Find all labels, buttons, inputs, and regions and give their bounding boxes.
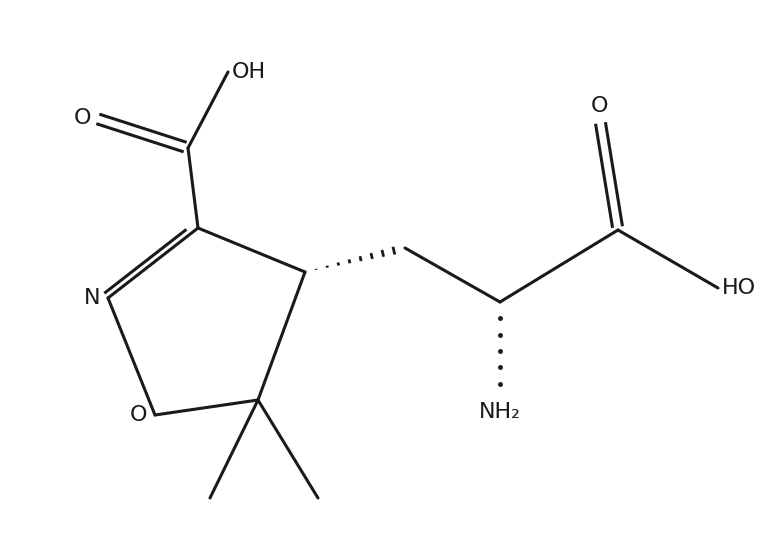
- Text: OH: OH: [232, 62, 266, 82]
- Text: N: N: [83, 288, 100, 308]
- Text: O: O: [130, 405, 147, 425]
- Text: NH₂: NH₂: [479, 402, 521, 422]
- Text: O: O: [591, 96, 609, 116]
- Text: HO: HO: [722, 278, 756, 298]
- Text: O: O: [73, 108, 91, 128]
